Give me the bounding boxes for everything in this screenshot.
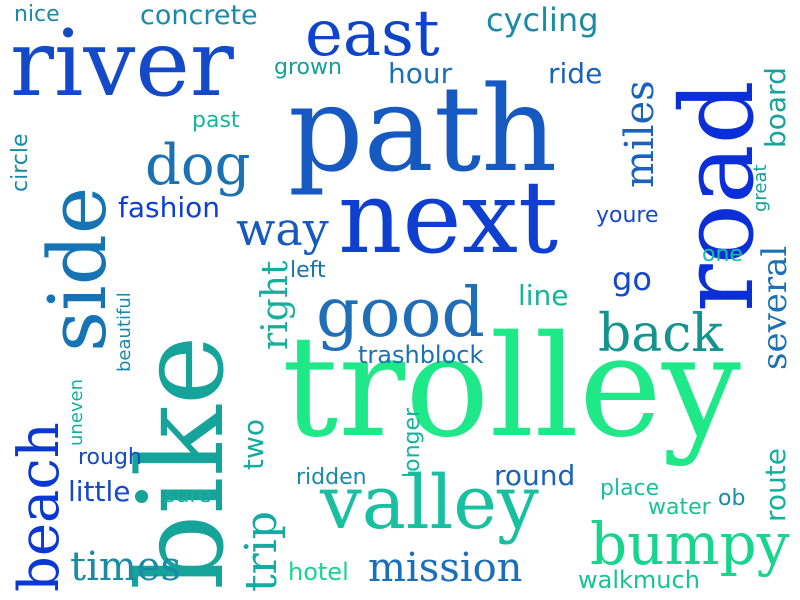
word-water: water — [648, 495, 711, 520]
word-rough: rough — [78, 445, 142, 470]
word-right: right — [255, 260, 296, 350]
word-trashblock: trashblock — [358, 341, 484, 369]
word-one: one — [702, 242, 743, 267]
word-nice: nice — [14, 2, 60, 27]
word-sure: sure — [164, 483, 212, 508]
word-trip: trip — [236, 511, 287, 592]
word-walkmuch: walkmuch — [578, 566, 700, 594]
word-bumpy: bumpy — [590, 510, 790, 578]
word-ridden: ridden — [296, 465, 367, 490]
word-trolley: trolley — [282, 306, 741, 469]
word-back: back — [598, 304, 723, 364]
word-ride: ride — [548, 57, 603, 90]
word-hour: hour — [388, 57, 453, 90]
word-uneven: uneven — [66, 378, 87, 446]
word-times: times — [70, 544, 181, 590]
word-east: east — [305, 0, 440, 71]
word-youre: youre — [596, 203, 659, 228]
word-great: great — [750, 164, 771, 212]
word-valley: valley — [320, 460, 539, 546]
word-beach: beach — [7, 422, 72, 592]
word-place: place — [600, 476, 660, 501]
word-good: good — [316, 274, 485, 353]
word-longer: longer — [400, 407, 425, 478]
word-board: board — [759, 67, 792, 148]
word-concrete: concrete — [140, 0, 258, 31]
word-left: left — [290, 258, 326, 283]
word-circle: circle — [8, 133, 33, 192]
word-little: little — [68, 475, 131, 508]
word-path: path — [288, 60, 558, 198]
word-line: line — [518, 279, 569, 312]
word-river: river — [10, 10, 234, 117]
word-route: route — [759, 448, 792, 522]
word-two: two — [237, 418, 270, 470]
word-cycling: cycling — [486, 1, 599, 39]
word-ob: ob — [718, 486, 746, 511]
word-side: side — [31, 186, 124, 352]
word-go: go — [612, 260, 652, 298]
word-round: round — [494, 459, 576, 492]
word-dog: dog — [145, 133, 251, 198]
word-grown: grown — [274, 55, 342, 80]
word-miles: miles — [617, 80, 663, 188]
word-beautiful: beautiful — [114, 292, 135, 372]
word-mission: mission — [368, 545, 523, 591]
word-past: past — [192, 108, 240, 133]
word-next: next — [338, 159, 559, 276]
word-hotel: hotel — [288, 558, 349, 586]
word-several: several — [755, 245, 795, 370]
word-way: way — [236, 202, 329, 256]
word-fashion: fashion — [118, 191, 221, 224]
